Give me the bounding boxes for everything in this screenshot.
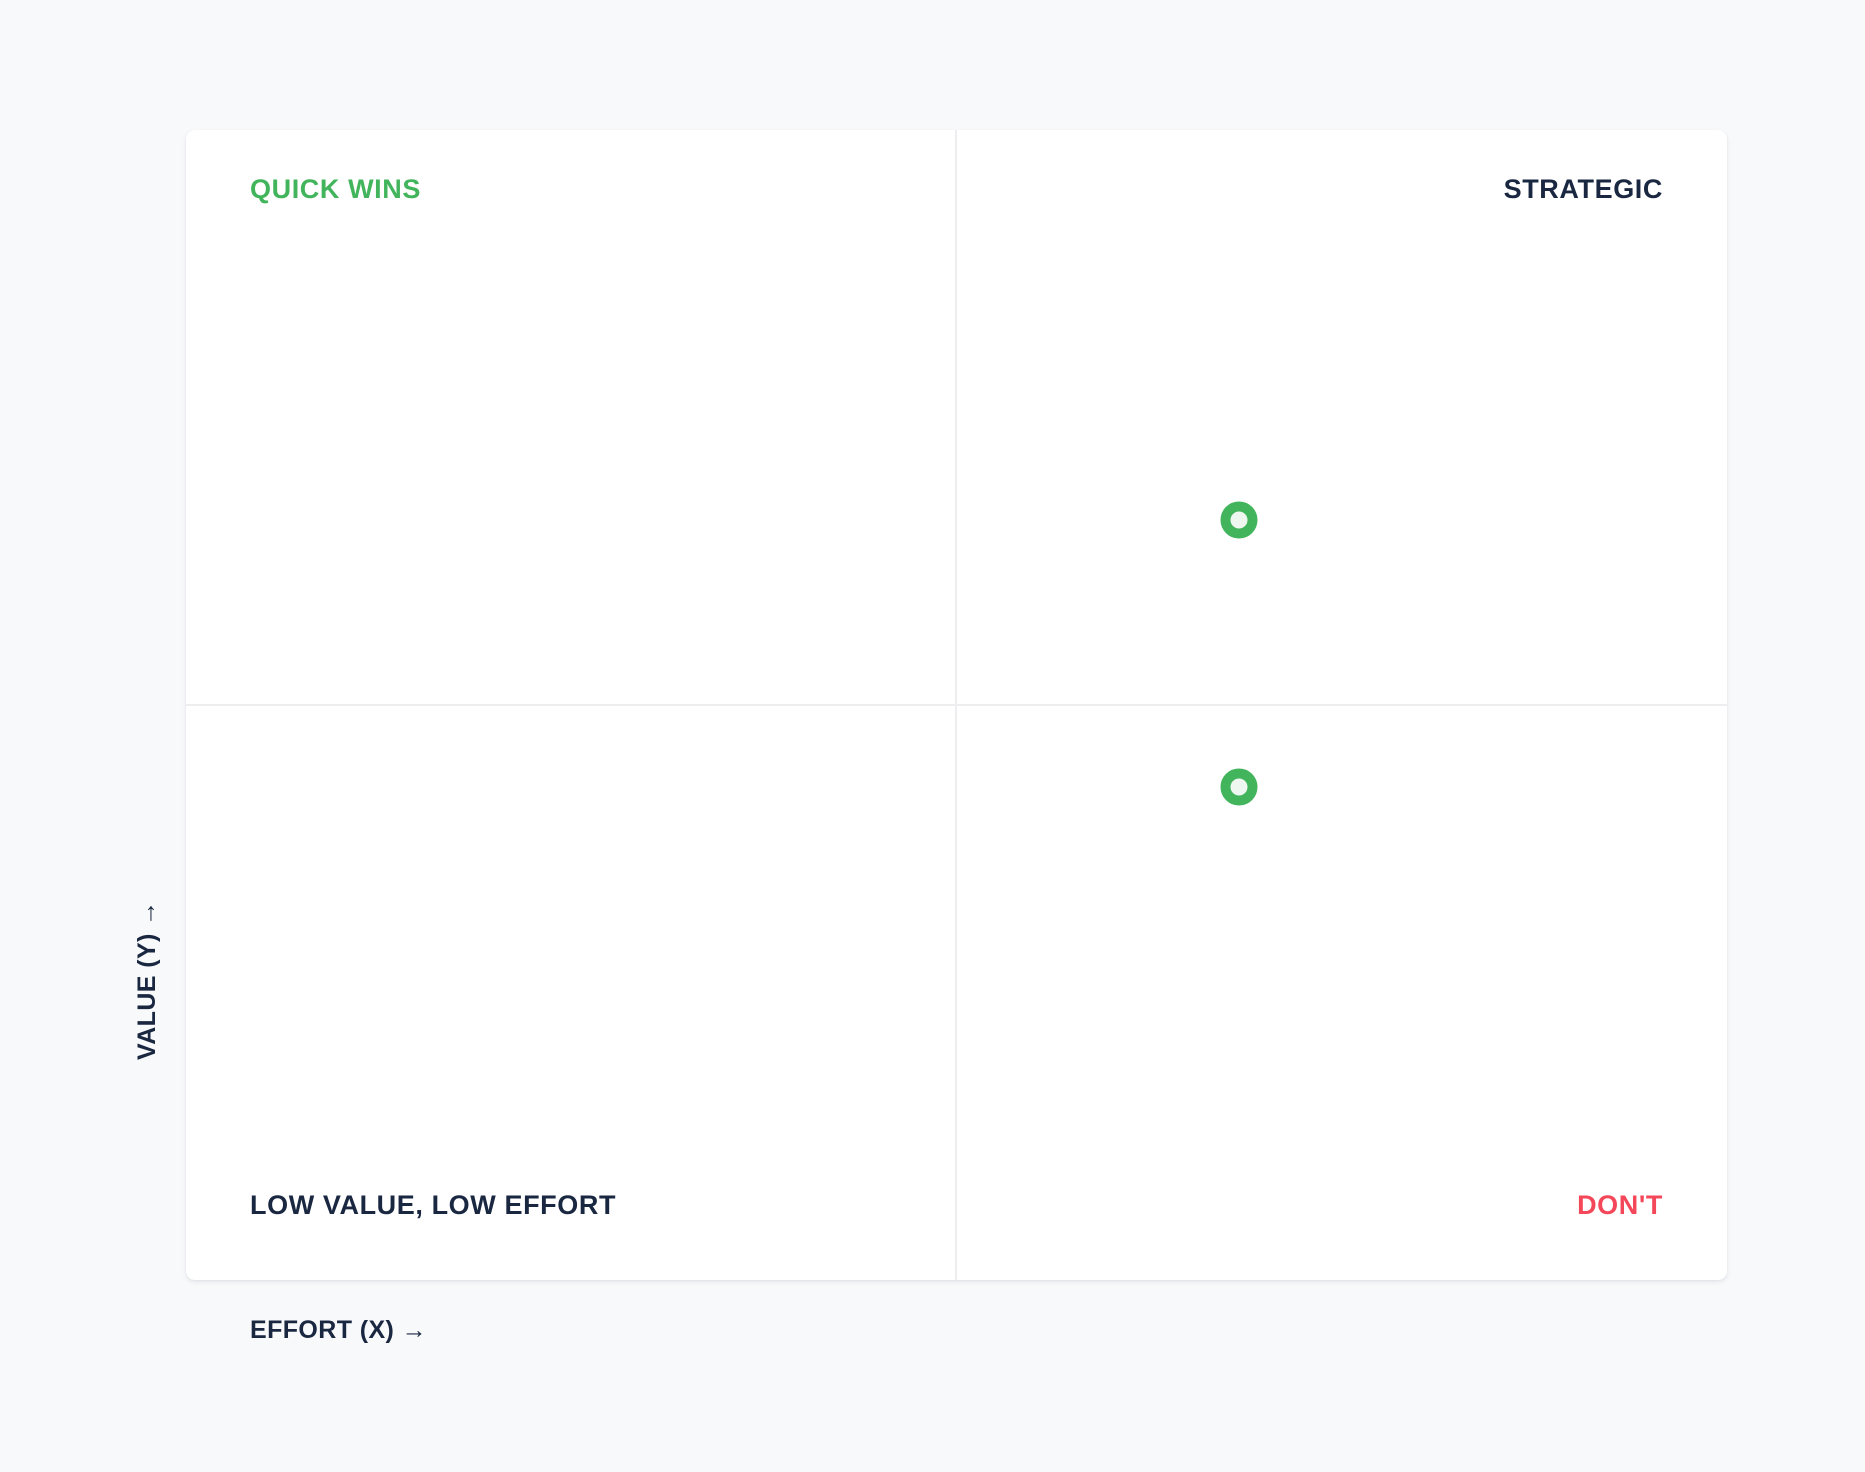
axis-label-x: EFFORT (X) →: [250, 1316, 428, 1344]
divider-horizontal: [186, 704, 1727, 706]
quadrant-low-value-low-effort[interactable]: LOW VALUE, LOW EFFORT: [186, 706, 956, 1280]
quadrant-quick-wins[interactable]: QUICK WINS: [186, 130, 956, 705]
quadrant-label-strategic: STRATEGIC: [1503, 174, 1663, 204]
axis-label-y: VALUE (Y) →: [133, 900, 161, 1061]
quadrant-dont[interactable]: DON'T: [957, 706, 1727, 1280]
quadrant-label-quick-wins: QUICK WINS: [250, 174, 421, 204]
matrix-card: QUICK WINS STRATEGIC LOW VALUE, LOW EFFO…: [186, 130, 1727, 1280]
data-point[interactable]: [1220, 768, 1257, 806]
quadrant-label-low-value-low-effort: LOW VALUE, LOW EFFORT: [250, 1190, 617, 1220]
quadrant-label-dont: DON'T: [1577, 1190, 1663, 1220]
quadrant-strategic[interactable]: STRATEGIC: [957, 130, 1727, 705]
data-point[interactable]: [1220, 501, 1257, 539]
